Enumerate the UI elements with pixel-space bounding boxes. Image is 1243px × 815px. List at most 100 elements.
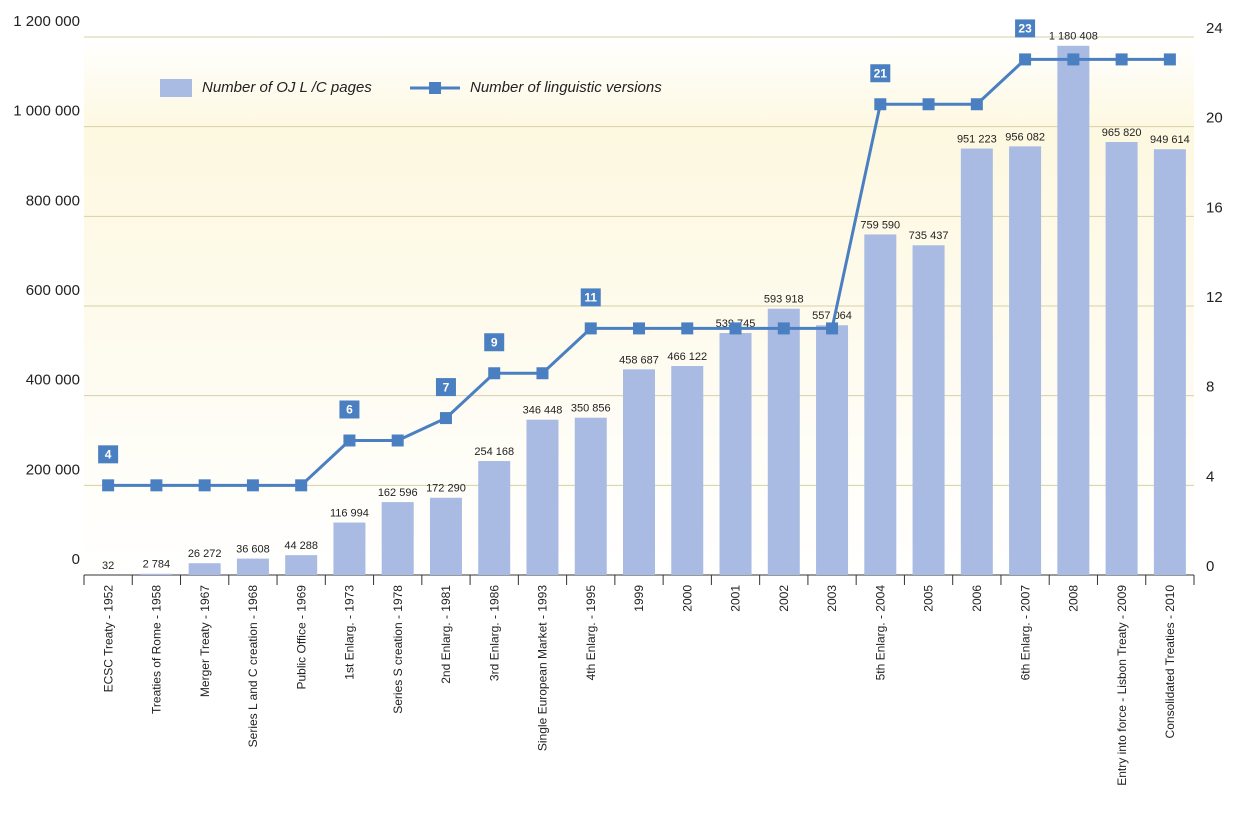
bar-value-label: 949 614: [1150, 134, 1190, 146]
bar-value-label: 466 122: [667, 351, 707, 363]
line-marker: [681, 322, 693, 334]
line-marker: [102, 479, 114, 491]
bar-value-label: 44 288: [284, 540, 318, 552]
line-marker: [1067, 53, 1079, 65]
x-tick-label: 4th Enlarg. - 1995: [584, 585, 598, 681]
line-marker: [247, 479, 259, 491]
x-tick-label: 1st Enlarg. - 1973: [343, 585, 357, 680]
line-marker: [923, 98, 935, 110]
bar-value-label: 162 596: [378, 487, 418, 499]
bar-value-label: 350 856: [571, 403, 611, 415]
bar: [382, 502, 414, 575]
line-marker: [778, 322, 790, 334]
x-tick-label: 2002: [777, 585, 791, 612]
y-tick-label: 400 000: [26, 372, 80, 389]
y2-tick-label: 24: [1206, 20, 1223, 37]
line-marker: [1116, 53, 1128, 65]
line-marker: [488, 367, 500, 379]
bar-value-label: 557 064: [812, 310, 852, 322]
y-tick-label: 200 000: [26, 461, 80, 478]
y2-tick-label: 20: [1206, 110, 1223, 127]
legend-swatch: [160, 79, 192, 97]
line-marker: [199, 479, 211, 491]
y2-tick-label: 0: [1206, 558, 1214, 575]
bar: [575, 418, 607, 575]
bar-value-label: 965 820: [1102, 127, 1142, 139]
x-tick-label: 2001: [729, 585, 743, 612]
y-tick-label: 600 000: [26, 282, 80, 299]
bar-value-label: 26 272: [188, 548, 222, 560]
y-tick-label: 1 200 000: [13, 13, 80, 30]
y-tick-label: 1 000 000: [13, 103, 80, 120]
line-value-label: 9: [491, 335, 498, 349]
bar-value-label: 172 290: [426, 483, 466, 495]
bar-value-label: 36 608: [236, 543, 270, 555]
x-tick-label: Consolidated Treaties - 2010: [1163, 585, 1177, 739]
y2-tick-label: 8: [1206, 379, 1214, 396]
line-marker: [1164, 53, 1176, 65]
bar: [961, 149, 993, 575]
x-tick-label: Series L and C creation - 1968: [246, 585, 260, 748]
bar: [1009, 146, 1041, 575]
x-tick-label: ECSC Treaty - 1952: [101, 585, 115, 693]
bar: [478, 461, 510, 575]
bar-value-label: 116 994: [330, 507, 369, 519]
x-tick-label: 2nd Enlarg. - 1981: [439, 585, 453, 684]
x-tick-label: Single European Market - 1993: [536, 585, 550, 751]
y2-tick-label: 12: [1206, 289, 1223, 306]
bar: [1057, 46, 1089, 575]
line-marker: [730, 322, 742, 334]
bar: [671, 366, 703, 575]
line-marker: [971, 98, 983, 110]
legend-label: Number of OJ L /C pages: [202, 79, 372, 96]
bar: [189, 563, 221, 575]
y-tick-label: 800 000: [26, 192, 80, 209]
line-marker: [343, 435, 355, 447]
line-value-label: 21: [874, 66, 888, 80]
bar: [720, 333, 752, 575]
legend-swatch-marker: [429, 82, 441, 94]
x-tick-label: 6th Enlarg. - 2007: [1018, 585, 1032, 681]
bar-value-label: 346 448: [523, 405, 563, 417]
line-value-label: 7: [443, 380, 450, 394]
bar-value-label: 951 223: [957, 133, 997, 145]
x-tick-label: 2006: [970, 585, 984, 612]
y2-tick-label: 4: [1206, 468, 1214, 485]
x-tick-label: Series S creation - 1978: [391, 585, 405, 714]
x-tick-label: 2000: [680, 585, 694, 612]
x-tick-label: Entry into force - Lisbon Treaty - 2009: [1115, 585, 1129, 786]
line-marker: [633, 322, 645, 334]
bar-value-label: 32: [102, 560, 114, 572]
x-tick-label: 1999: [632, 585, 646, 612]
line-value-label: 6: [346, 403, 353, 417]
line-marker: [536, 367, 548, 379]
line-marker: [295, 479, 307, 491]
line-marker: [150, 479, 162, 491]
x-tick-label: Merger Treaty - 1967: [198, 585, 212, 697]
line-value-label: 4: [105, 448, 112, 462]
bar-value-label: 735 437: [909, 230, 949, 242]
bar-value-label: 1 180 408: [1049, 31, 1098, 43]
bar-value-label: 254 168: [474, 446, 514, 458]
bar: [623, 369, 655, 575]
bar-value-label: 956 082: [1005, 131, 1045, 143]
line-marker: [826, 322, 838, 334]
x-tick-label: 2005: [922, 585, 936, 612]
line-marker: [585, 322, 597, 334]
x-tick-label: 2008: [1067, 585, 1081, 612]
line-value-label: 11: [584, 291, 597, 305]
bar: [333, 523, 365, 575]
bar: [816, 325, 848, 575]
bar: [913, 245, 945, 575]
bar: [140, 574, 172, 575]
bar: [1106, 142, 1138, 575]
line-marker: [1019, 53, 1031, 65]
x-tick-label: 2003: [825, 585, 839, 612]
bar-value-label: 593 918: [764, 294, 804, 306]
bar: [430, 498, 462, 575]
x-tick-label: 5th Enlarg. - 2004: [873, 585, 887, 681]
line-value-label: 23: [1018, 22, 1032, 36]
bar-value-label: 759 590: [860, 219, 900, 231]
line-marker: [874, 98, 886, 110]
